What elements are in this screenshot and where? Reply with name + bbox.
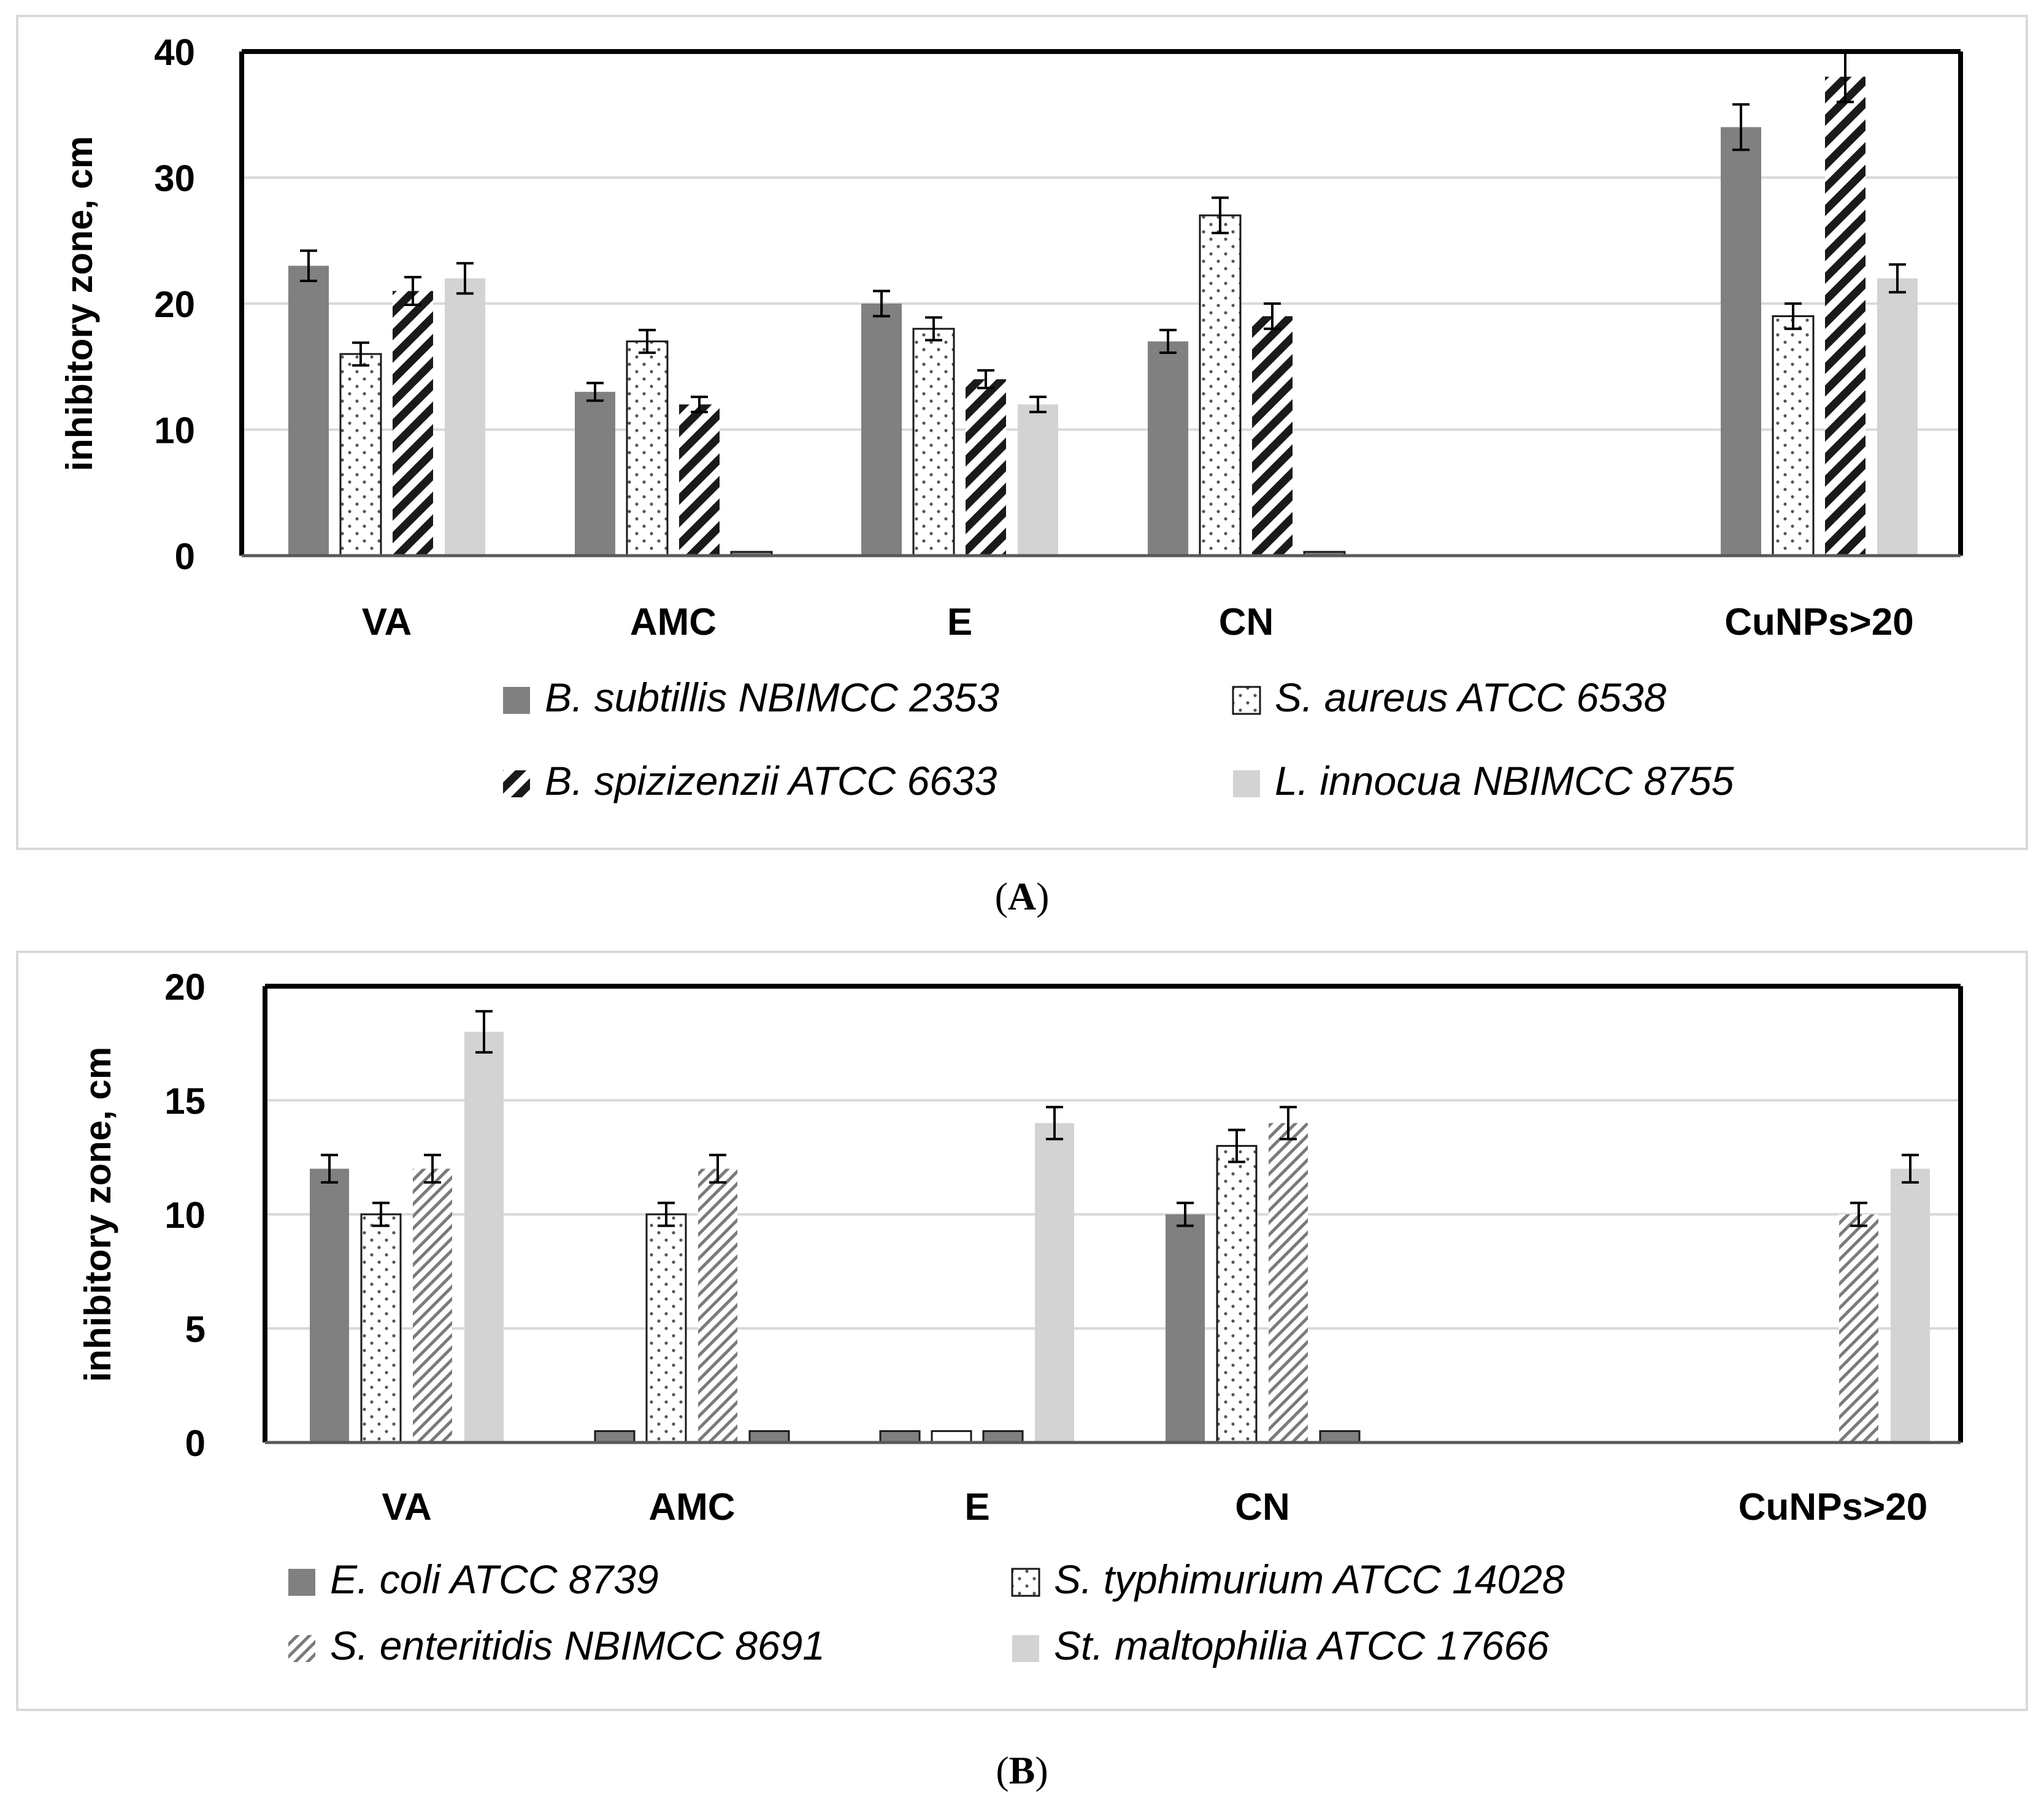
panel-b-bar-e-coli-atcc-8739-va xyxy=(310,1168,349,1442)
panel-b-legend-swatch-e-coli-atcc-8739 xyxy=(288,1569,315,1596)
panel-b-legend-label-s-typhimurium-atcc-14028: S. typhimurium ATCC 14028 xyxy=(1054,1557,1565,1602)
panel-a-bar-s-aureus-atcc-6538-amc xyxy=(626,340,669,557)
panel-b-category-label: CuNPs>20 xyxy=(1739,1486,1927,1528)
panel-b-bar-st-maltophilia-atcc-17666-cunps-20 xyxy=(1891,1168,1930,1442)
panel-a-category-label: VA xyxy=(362,601,412,643)
panel-a-bar-b-subtillis-nbimcc-2353-cn xyxy=(1148,341,1188,556)
panel-a-legend-label-s-aureus-atcc-6538: S. aureus ATCC 6538 xyxy=(1275,675,1667,720)
panel-a-category-label: CuNPs>20 xyxy=(1724,601,1913,643)
panel-a-legend-label-b-spizizenzii-atcc-6633: B. spizizenzii ATCC 6633 xyxy=(545,758,997,803)
panel-b-chart: 0 5 10 15 20 VA AMC E CN CuNPs>20 inhibitory zone,… xyxy=(77,967,1963,1668)
panel-a-legend-swatch-l-innocua-nbimcc-8755 xyxy=(1233,770,1260,797)
panel-a-bar-l-innocua-nbimcc-8755-cunps-20 xyxy=(1877,278,1918,556)
panel-b-ytick-label: 20 xyxy=(164,967,206,1008)
panel-a-bar-l-innocua-nbimcc-8755-e xyxy=(1018,404,1058,556)
panel-a-ytick-label: 40 xyxy=(154,32,195,73)
panel-b-bar-st-maltophilia-atcc-17666-va xyxy=(464,1032,504,1442)
panel-a-bar-b-subtillis-nbimcc-2353-amc xyxy=(575,391,615,556)
panel-a-ytick-label: 10 xyxy=(154,410,195,451)
panel-a-y-axis-label: inhibitory zone, cm xyxy=(59,136,100,472)
panel-b-ytick-label: 15 xyxy=(164,1081,206,1122)
panel-b-bar-s-enteritidis-nbimcc-8691-e xyxy=(982,1430,1024,1444)
panel-b-legend-label-s-enteritidis-nbimcc-8691: S. enteritidis NBIMCC 8691 xyxy=(330,1623,825,1668)
panel-b-bar-s-typhimurium-atcc-14028-e xyxy=(931,1430,972,1444)
panel-a-category-label: AMC xyxy=(630,601,717,643)
panel-a-ytick-label: 20 xyxy=(154,284,195,325)
panel-b-category-label: AMC xyxy=(648,1486,735,1528)
panel-a-legend-label-l-innocua-nbimcc-8755: L. innocua NBIMCC 8755 xyxy=(1275,758,1734,803)
panel-b-ytick-label: 10 xyxy=(164,1195,206,1236)
panel-b-y-axis-label: inhibitory zone, cm xyxy=(77,1047,118,1382)
panel-a-category-label: CN xyxy=(1219,601,1274,643)
panel-b-bar-s-typhimurium-atcc-14028-cn xyxy=(1216,1144,1258,1444)
panel-a-caption: (A) xyxy=(994,875,1050,918)
panel-a-bar-s-aureus-atcc-6538-cunps-20 xyxy=(1772,315,1815,557)
panel-b-bar-st-maltophilia-atcc-17666-amc xyxy=(748,1430,790,1444)
panel-a-bar-b-spizizenzii-atcc-6633-cunps-20 xyxy=(1825,77,1865,556)
panel-b-bar-st-maltophilia-atcc-17666-e xyxy=(1035,1123,1074,1442)
panel-a-legend-label-b-subtillis-nbimcc-2353: B. subtillis NBIMCC 2353 xyxy=(545,675,999,720)
panel-b-bar-s-enteritidis-nbimcc-8691-va xyxy=(413,1168,452,1442)
panel-a-bar-b-spizizenzii-atcc-6633-va xyxy=(393,291,433,556)
panel-a-legend-swatch-b-spizizenzii-atcc-6633 xyxy=(503,770,530,797)
panel-b-ytick-label: 5 xyxy=(185,1309,206,1350)
panel-b-category-label: E xyxy=(964,1486,989,1528)
panel-a-bar-l-innocua-nbimcc-8755-va xyxy=(445,278,485,556)
panel-a-legend-swatch-s-aureus-atcc-6538 xyxy=(1232,686,1261,715)
panel-b-bar-s-typhimurium-atcc-14028-amc xyxy=(645,1213,687,1444)
panel-b-category-label: VA xyxy=(382,1486,432,1528)
panel-b-legend-label-e-coli-atcc-8739: E. coli ATCC 8739 xyxy=(330,1557,659,1602)
panel-a-bar-s-aureus-atcc-6538-e xyxy=(912,328,955,557)
panel-b-legend-swatch-s-typhimurium-atcc-14028 xyxy=(1011,1568,1040,1597)
panel-a-bar-b-spizizenzii-atcc-6633-cn xyxy=(1252,316,1293,556)
panel-a-bar-s-aureus-atcc-6538-va xyxy=(339,353,382,557)
panel-b-bar-s-enteritidis-nbimcc-8691-cn xyxy=(1269,1123,1308,1442)
panel-b-bar-s-typhimurium-atcc-14028-va xyxy=(360,1213,402,1444)
panel-a-legend-swatch-b-subtillis-nbimcc-2353 xyxy=(503,687,530,714)
panel-a-ytick-label: 0 xyxy=(175,536,195,577)
panel-b-legend-swatch-s-enteritidis-nbimcc-8691 xyxy=(288,1635,315,1662)
panel-a-bar-b-subtillis-nbimcc-2353-va xyxy=(288,266,329,556)
panel-b-category-label: CN xyxy=(1235,1486,1290,1528)
panel-b-bar-s-enteritidis-nbimcc-8691-amc xyxy=(698,1168,737,1442)
panel-a-bar-b-subtillis-nbimcc-2353-cunps-20 xyxy=(1721,127,1761,556)
panel-b-caption: (B) xyxy=(996,1749,1048,1792)
panel-b-legend-label-st-maltophilia-atcc-17666: St. maltophilia ATCC 17666 xyxy=(1054,1623,1549,1668)
panel-a-bar-b-subtillis-nbimcc-2353-e xyxy=(861,304,902,556)
panel-a-bar-b-spizizenzii-atcc-6633-e xyxy=(966,379,1006,556)
panel-b-ytick-label: 0 xyxy=(185,1423,206,1464)
panel-a-category-label: E xyxy=(947,601,972,643)
panel-b-bar-e-coli-atcc-8739-e xyxy=(879,1430,921,1444)
panel-a-bar-b-spizizenzii-atcc-6633-amc xyxy=(679,404,720,556)
panel-b-bar-s-enteritidis-nbimcc-8691-cunps-20 xyxy=(1839,1214,1878,1442)
panel-a-bar-s-aureus-atcc-6538-cn xyxy=(1199,214,1242,557)
panel-b-bar-e-coli-atcc-8739-amc xyxy=(594,1430,636,1444)
panel-b-bar-e-coli-atcc-8739-cn xyxy=(1166,1214,1205,1442)
panel-a-ytick-label: 30 xyxy=(154,158,195,199)
panel-b-bar-st-maltophilia-atcc-17666-cn xyxy=(1319,1430,1361,1444)
panel-b-legend-swatch-st-maltophilia-atcc-17666 xyxy=(1012,1635,1039,1662)
panel-a-chart: 0 10 20 30 40 VA AMC E CN CuNPs>20 inhibitory zone… xyxy=(59,32,1963,803)
